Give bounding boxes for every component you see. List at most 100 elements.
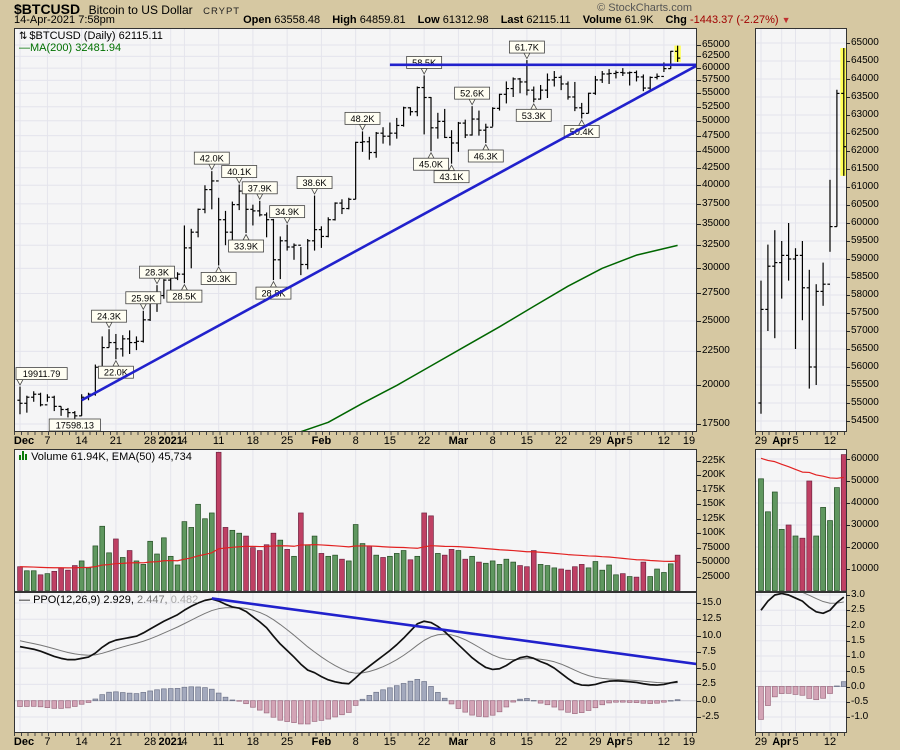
- date-label: 5: [792, 435, 799, 447]
- svg-text:42.0K: 42.0K: [200, 154, 225, 164]
- value-label: 57500: [697, 74, 730, 86]
- value-label: 0.0: [846, 680, 865, 692]
- date-label: 18: [246, 736, 260, 748]
- value-label: 25000: [697, 570, 730, 582]
- ppo-zoom-panel: [755, 592, 847, 733]
- value-label: 55500: [846, 379, 879, 390]
- volume-panel: [14, 449, 697, 592]
- date-label: 4: [181, 736, 188, 748]
- value-label: 40000: [846, 497, 879, 508]
- svg-text:45.0K: 45.0K: [419, 160, 444, 170]
- value-label: 45000: [697, 145, 730, 157]
- ppo-legend-text: PPO(12,26,9) 2.929,: [33, 594, 134, 606]
- quote-datetime: 14-Apr-2021 7:58pm: [14, 14, 115, 26]
- value-label: 47500: [697, 129, 730, 141]
- date-label: 5: [792, 736, 799, 748]
- date-label: 29: [589, 435, 602, 447]
- svg-text:40.1K: 40.1K: [227, 167, 252, 177]
- svg-text:19911.79: 19911.79: [23, 369, 61, 379]
- value-label: 200K: [696, 469, 726, 481]
- value-label: 55000: [846, 397, 879, 408]
- symbol: $BTCUSD: [14, 1, 81, 17]
- date-label: Feb: [311, 435, 332, 447]
- copyright: © StockCharts.com: [597, 2, 692, 14]
- svg-text:50.4K: 50.4K: [570, 127, 595, 137]
- date-label: Dec: [13, 435, 35, 447]
- value-label: 1.5: [846, 634, 865, 646]
- date-label: 28: [144, 435, 157, 447]
- svg-text:52.6K: 52.6K: [460, 89, 485, 99]
- value-label: 57500: [846, 307, 879, 318]
- svg-text:28.8K: 28.8K: [261, 289, 286, 299]
- date-label: 5: [626, 736, 633, 748]
- value-label: 20000: [846, 541, 879, 552]
- axis-tick-marks: [14, 733, 697, 736]
- quote-last: Last 62115.11: [500, 14, 571, 26]
- value-label: 52500: [697, 100, 730, 112]
- svg-text:38.6K: 38.6K: [303, 178, 328, 188]
- date-label: 11: [212, 435, 225, 447]
- svg-text:48.2K: 48.2K: [350, 114, 375, 124]
- svg-text:43.1K: 43.1K: [440, 172, 465, 182]
- date-label: 29: [589, 736, 602, 748]
- value-label: 7.5: [697, 645, 716, 657]
- value-label: 2.0: [846, 619, 865, 631]
- date-label: Apr: [772, 736, 792, 748]
- value-label: 37500: [697, 197, 730, 209]
- date-label: 12: [823, 435, 837, 447]
- date-label: 7: [44, 736, 51, 748]
- date-label: 14: [75, 736, 88, 748]
- value-label: 15.0: [696, 596, 722, 608]
- date-label: 28: [144, 736, 157, 748]
- value-label: 54500: [846, 415, 879, 426]
- quote-low: Low 61312.98: [417, 14, 489, 26]
- value-label: 10.0: [696, 629, 722, 641]
- date-label: Apr: [606, 736, 626, 748]
- value-label: 50000: [697, 114, 730, 126]
- header-line1: $BTCUSD Bitcoin to US Dollar CRYPT © Sto…: [14, 1, 894, 19]
- value-label: 55000: [697, 87, 730, 99]
- value-label: 25000: [697, 314, 730, 326]
- price-legend-text: $BTCUSD (Daily) 62115.11: [29, 30, 163, 42]
- date-label: 2021: [158, 736, 183, 748]
- value-label: 40000: [697, 179, 730, 191]
- date-label: 21: [109, 435, 123, 447]
- date-label: Apr: [606, 435, 626, 447]
- svg-text:61.7K: 61.7K: [515, 43, 540, 53]
- quote-volume: Volume 61.9K: [582, 14, 654, 26]
- value-label: 63000: [846, 109, 879, 120]
- value-label: 27500: [697, 287, 730, 299]
- value-label: 125K: [696, 512, 726, 524]
- date-label: 12: [823, 736, 837, 748]
- date-label: Mar: [448, 435, 469, 447]
- value-label: -2.5: [696, 710, 720, 722]
- value-label: 58500: [846, 271, 879, 282]
- date-label: 22: [555, 736, 568, 748]
- date-label: 12: [657, 435, 671, 447]
- value-label: 62500: [697, 50, 730, 62]
- date-label: Dec: [13, 736, 35, 748]
- value-label: 63500: [846, 91, 879, 102]
- ppo-legend: — PPO(12,26,9) 2.929, 2.447, 0.482: [19, 594, 198, 606]
- value-label: 61500: [846, 163, 879, 174]
- date-label: 22: [418, 736, 431, 748]
- value-label: 57000: [846, 325, 879, 336]
- axis-tick-marks: [755, 733, 847, 736]
- date-label: 15: [383, 435, 397, 447]
- date-label: 4: [181, 435, 188, 447]
- value-label: 3.0: [846, 589, 865, 600]
- price-legend: ⇅ $BTCUSD (Daily) 62115.11 —MA(200) 32481…: [19, 30, 163, 54]
- symbol-name: Bitcoin to US Dollar: [88, 3, 193, 17]
- volume-zoom-panel: [755, 449, 847, 592]
- value-label: 35000: [697, 217, 730, 229]
- svg-text:22.0K: 22.0K: [104, 368, 129, 378]
- value-label: 65000: [846, 37, 879, 48]
- value-label: 12.5: [696, 613, 722, 625]
- date-label: 8: [352, 435, 359, 447]
- axis-tick-marks: [755, 432, 847, 435]
- chart-header: $BTCUSD Bitcoin to US Dollar CRYPT © Sto…: [0, 0, 900, 28]
- value-label: -1.0: [845, 711, 869, 722]
- axis-tick-marks: [14, 432, 697, 435]
- header-quote-line: 14-Apr-2021 7:58pm Open 63558.48 High 64…: [14, 14, 894, 26]
- svg-text:24.3K: 24.3K: [97, 312, 122, 322]
